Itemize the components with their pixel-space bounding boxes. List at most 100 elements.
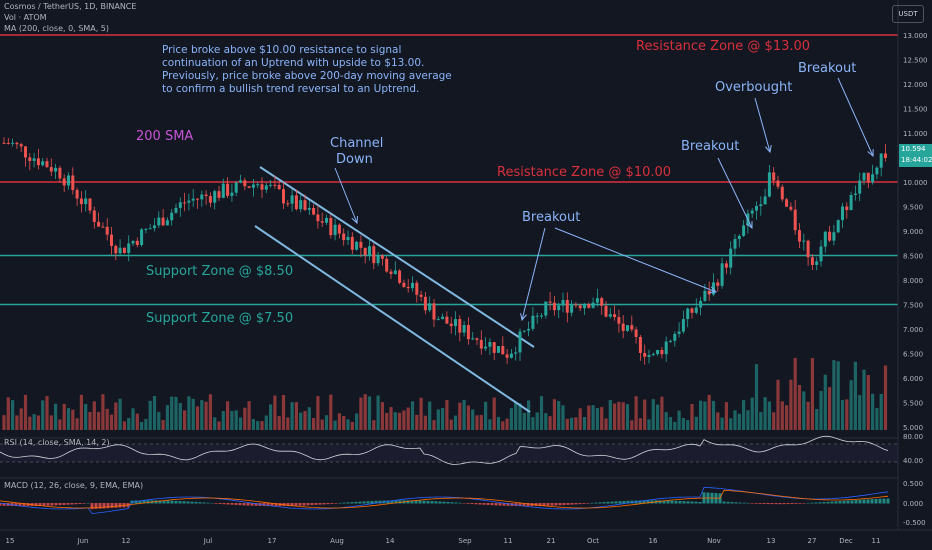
candle-body [260, 184, 264, 190]
volume-bar [557, 400, 561, 430]
breakout-label-3: Breakout [798, 61, 856, 76]
volume-bar [785, 405, 789, 430]
resistance-13-label: Resistance Zone @ $13.00 [636, 39, 810, 54]
macd-histogram-bar [782, 503, 786, 505]
candle-body [475, 338, 479, 340]
macd-histogram-bar [602, 502, 606, 504]
candle-body [312, 207, 316, 215]
macd-histogram-bar [834, 501, 838, 504]
candle-body [299, 200, 303, 210]
volume-bar [608, 399, 612, 430]
volume-bar [398, 412, 402, 430]
volume-bar [329, 394, 333, 430]
volume-bar [303, 411, 307, 430]
macd-histogram-bar [234, 503, 238, 505]
candle-body [92, 210, 96, 222]
volume-bar [686, 420, 690, 430]
volume-bar [208, 394, 212, 430]
volume-bar [320, 419, 324, 430]
volume-bar [836, 361, 840, 430]
time-tick: Dec [839, 537, 853, 545]
candle-body [329, 217, 333, 236]
candle-body [342, 233, 346, 241]
macd-histogram-bar [814, 502, 818, 504]
candle-body [346, 236, 350, 241]
candle-body [355, 241, 359, 250]
candle-body [810, 257, 814, 265]
breakout-arrow-1a [521, 227, 546, 321]
volume-bar [789, 379, 793, 430]
candle-body [79, 198, 83, 205]
macd-histogram-bar [562, 503, 566, 506]
macd-histogram-bar [102, 503, 106, 509]
volume-bar [49, 415, 53, 430]
volume-bar [432, 420, 436, 430]
time-tick: Oct [587, 537, 599, 545]
candle-body [724, 263, 728, 268]
channel-label-down: Down [336, 152, 373, 167]
ma-indicator-label[interactable]: MA (200, close, 0, SMA, 5) [4, 24, 110, 33]
macd-histogram-bar [194, 501, 198, 504]
candle-body [479, 339, 483, 349]
macd-histogram-bar [238, 503, 242, 506]
candle-body [165, 220, 169, 226]
price-tick: 6.000 [903, 375, 923, 383]
macd-histogram-bar [514, 503, 518, 507]
price-axis[interactable]: 13.00012.50012.00011.50011.00010.50010.0… [903, 32, 928, 432]
macd-histogram-bar [158, 500, 162, 504]
candlesticks [2, 137, 887, 365]
volume-bar [832, 360, 836, 430]
volume-bar [574, 417, 578, 430]
candle-body [677, 331, 681, 334]
volume-bar [703, 401, 707, 430]
volume-bar [122, 421, 126, 430]
candle-body [41, 161, 45, 166]
macd-indicator-label[interactable]: MACD (12, 26, close, 9, EMA, EMA) [4, 481, 144, 490]
volume-indicator-label[interactable]: Vol · ATOM [4, 13, 47, 22]
volume-bar [759, 412, 763, 430]
macd-histogram-bar [306, 503, 310, 506]
macd-histogram-bar [466, 503, 470, 504]
volume-bar [243, 407, 247, 430]
candle-body [488, 342, 492, 347]
candle-body [105, 226, 109, 235]
candle-body [49, 167, 53, 172]
price-tick: 6.500 [903, 351, 923, 359]
macd-histogram-bar [118, 503, 122, 508]
macd-histogram-bar [410, 500, 414, 504]
candle-body [110, 234, 113, 246]
macd-histogram-bar [114, 503, 118, 508]
candle-body [337, 224, 341, 234]
candle-body [587, 304, 591, 308]
macd-histogram-bar [230, 503, 234, 505]
volume-bar [643, 399, 647, 430]
volume-bar [819, 391, 823, 430]
candle-body [656, 349, 660, 355]
symbol-title[interactable]: Cosmos / TetherUS, 1D, BINANCE [4, 2, 137, 11]
macd-histogram-bar [686, 501, 690, 504]
macd-histogram-bar [774, 503, 778, 505]
volume-bar [539, 396, 544, 430]
time-axis[interactable]: 15 Jun 12 Jul 17 Aug 14 Sep 11 21 Oct 16 Nov 13 27 Dec 1… [6, 537, 881, 545]
macd-histogram-bar [446, 501, 450, 504]
candle-body [303, 200, 307, 210]
macd-histogram-bar [746, 502, 750, 504]
volume-bar [699, 400, 703, 430]
volume-bar [372, 420, 376, 430]
currency-button[interactable]: USDT [892, 5, 924, 23]
candle-body [140, 229, 144, 246]
candle-body [634, 329, 638, 337]
macd-histogram-bar [750, 503, 754, 504]
macd-histogram-bar [334, 503, 338, 504]
volume-bar [763, 397, 767, 430]
macd-histogram-bar [870, 499, 874, 504]
macd-histogram-bar [66, 503, 70, 505]
candle-body [28, 157, 32, 161]
volume-bar [410, 401, 415, 430]
macd-histogram-bar [838, 501, 842, 504]
macd-histogram-bar [266, 503, 270, 507]
macd-histogram-bar [0, 503, 2, 506]
rsi-indicator-label[interactable]: RSI (14, close, SMA, 14, 2) [4, 438, 110, 447]
candle-body [514, 352, 518, 354]
